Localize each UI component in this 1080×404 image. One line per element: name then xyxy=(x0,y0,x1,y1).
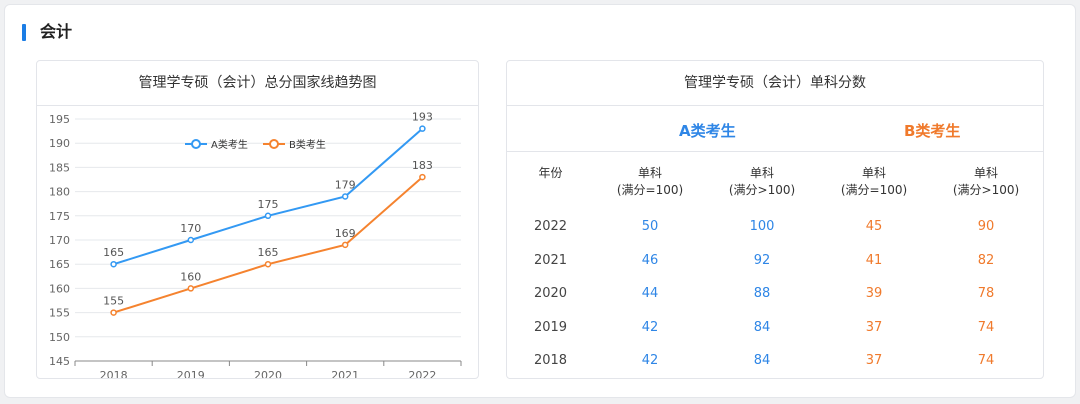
data-label: 160 xyxy=(180,270,201,283)
x-tick-label: 2018 xyxy=(100,369,128,378)
data-point xyxy=(419,173,426,181)
col-header-line: 单科 xyxy=(637,166,662,180)
y-tick-label: 170 xyxy=(49,234,70,247)
x-tick-label: 2021 xyxy=(331,369,359,378)
col-header: 单科 (满分=100) xyxy=(818,165,930,199)
section-title: 会计 xyxy=(40,22,73,41)
col-header-line: (满分=100) xyxy=(616,183,684,197)
y-tick-label: 155 xyxy=(49,307,70,320)
col-header-line: 单科 xyxy=(973,166,998,180)
data-label: 165 xyxy=(103,246,124,259)
y-tick-label: 195 xyxy=(49,113,70,126)
cell-score: 88 xyxy=(753,286,771,301)
y-tick-label: 145 xyxy=(49,355,70,368)
cell-score: 78 xyxy=(977,286,995,301)
cell-score: 92 xyxy=(753,253,771,268)
section-accent-bar xyxy=(22,24,26,41)
data-label: 179 xyxy=(335,178,356,191)
data-label: 193 xyxy=(412,111,433,124)
table-card-title: 管理学专硕（会计）单科分数 xyxy=(507,61,1043,106)
data-point xyxy=(187,236,195,244)
col-header-line: 单科 xyxy=(861,166,886,180)
y-tick-label: 175 xyxy=(49,210,70,223)
data-label: 175 xyxy=(258,198,279,211)
cell-score: 37 xyxy=(865,320,883,335)
y-tick-label: 185 xyxy=(49,161,70,174)
cell-score: 74 xyxy=(977,353,995,368)
cell-year: 2021 xyxy=(533,253,568,268)
group-b-label: B类考生 xyxy=(904,122,961,140)
cell-score: 90 xyxy=(977,219,995,234)
x-tick-label: 2022 xyxy=(408,369,436,378)
y-tick-label: 150 xyxy=(49,331,70,344)
cell-score: 74 xyxy=(977,320,995,335)
cell-year: 2020 xyxy=(533,286,568,301)
cell-score: 42 xyxy=(641,320,659,335)
y-tick-label: 165 xyxy=(49,258,70,271)
cell-year: 2019 xyxy=(533,320,568,335)
col-header: 单科 (满分>100) xyxy=(930,165,1042,199)
data-label: 170 xyxy=(180,222,201,235)
x-tick-label: 2020 xyxy=(254,369,282,378)
legend-marker xyxy=(191,139,201,149)
group-a-label: A类考生 xyxy=(679,122,736,140)
data-point xyxy=(341,193,349,200)
col-header-line: (满分=100) xyxy=(840,183,908,197)
col-header: 单科 (满分>100) xyxy=(706,165,818,199)
col-header-line: 单科 xyxy=(749,166,774,180)
data-point xyxy=(341,241,349,249)
cell-score: 45 xyxy=(865,219,883,234)
cell-score: 84 xyxy=(753,353,771,368)
legend-label: B类考生 xyxy=(289,138,326,151)
cell-year: 2022 xyxy=(533,219,568,234)
legend-marker xyxy=(269,139,279,149)
y-tick-label: 180 xyxy=(49,186,70,199)
cell-score: 42 xyxy=(641,353,659,368)
cell-score: 44 xyxy=(641,286,659,301)
cell-score: 82 xyxy=(977,253,995,268)
data-point xyxy=(110,309,117,316)
cell-score: 46 xyxy=(641,253,659,268)
trend-chart-card: 管理学专硕（会计）总分国家线趋势图 145 150 155 160 165 170 175 1… xyxy=(36,60,479,379)
cell-score: 41 xyxy=(865,253,883,268)
data-point xyxy=(419,125,426,132)
x-tick-label: 2019 xyxy=(177,369,205,378)
cell-score: 50 xyxy=(641,219,659,234)
col-header-line: (满分>100) xyxy=(728,183,796,197)
data-point xyxy=(264,212,272,220)
data-point xyxy=(264,260,272,268)
cell-score: 84 xyxy=(753,320,771,335)
cell-year: 2018 xyxy=(533,353,568,368)
data-label: 183 xyxy=(412,159,433,172)
group-header: A类考生 B类考生 xyxy=(507,106,1043,152)
y-tick-label: 160 xyxy=(49,282,70,295)
y-tick-label: 190 xyxy=(49,137,70,150)
cell-score: 39 xyxy=(865,286,883,301)
cell-score: 37 xyxy=(865,353,883,368)
data-label: 155 xyxy=(103,295,124,308)
data-point xyxy=(187,285,195,292)
col-header: 单科 (满分=100) xyxy=(594,165,706,199)
col-header-line: (满分>100) xyxy=(952,183,1020,197)
legend-label: A类考生 xyxy=(211,138,248,151)
cell-score: 100 xyxy=(749,219,775,234)
data-label: 165 xyxy=(258,246,279,259)
data-label: 169 xyxy=(335,227,356,240)
score-table-card: 管理学专硕（会计）单科分数 A类考生 B类考生 年份 单科 (满分=100) 单科 (满… xyxy=(506,60,1044,379)
line-chart: 145 150 155 160 165 170 175 180 185 190 195 2018 201… xyxy=(49,111,462,378)
chart-card-title: 管理学专硕（会计）总分国家线趋势图 xyxy=(37,61,478,106)
data-point xyxy=(110,260,117,268)
col-header-year: 年份 xyxy=(538,166,563,180)
series-line xyxy=(113,127,424,266)
